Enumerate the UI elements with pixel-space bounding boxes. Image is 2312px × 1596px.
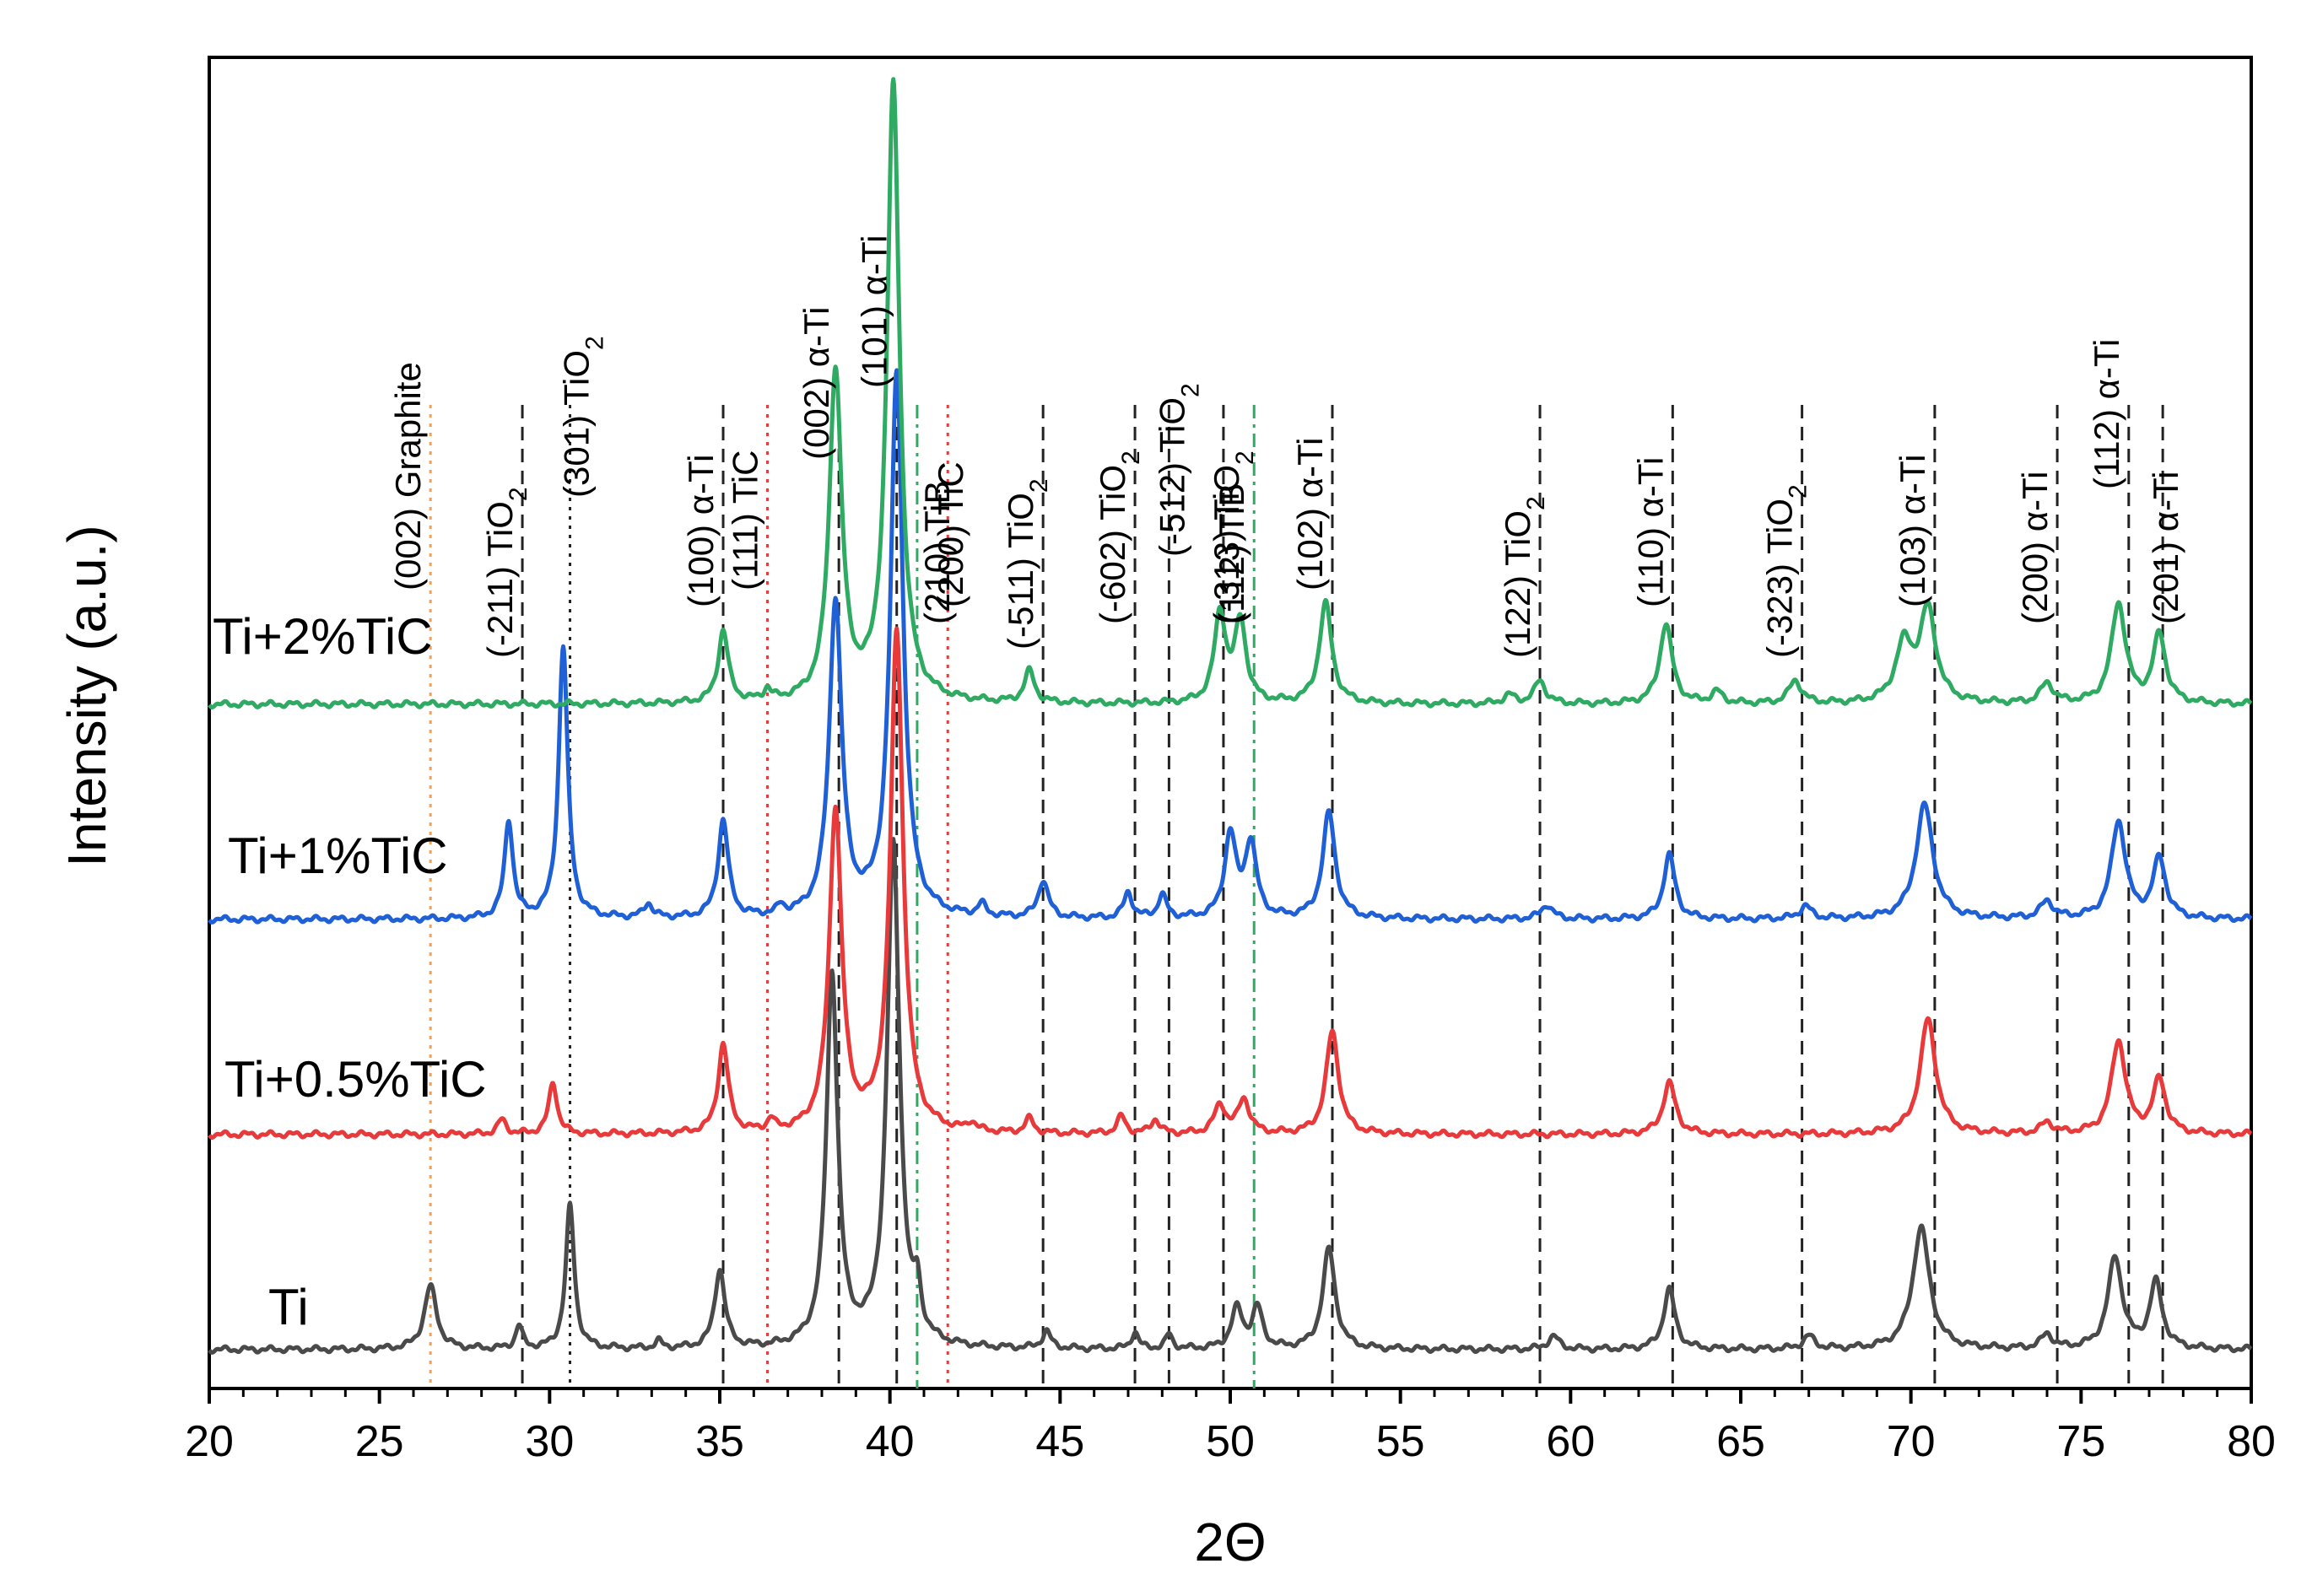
peak-label-512-tio: (-512) TiO2 — [1152, 383, 1204, 557]
plot-frame — [208, 56, 2253, 1390]
peak-label-122-tio: (122) TiO2 — [1498, 496, 1550, 658]
x-tick-label: 60 — [1546, 1417, 1595, 1466]
x-tick-label: 65 — [1716, 1417, 1765, 1466]
peak-label-200-tic: (200) TiC — [931, 461, 970, 607]
series-line-ti — [208, 837, 2253, 1355]
x-axis: 20 25 30 35 40 45 50 55 60 65 70 75 80 — [185, 1388, 2276, 1466]
peak-label-subscript: 2 — [1522, 496, 1550, 510]
series-labels: Ti Ti+0.5%TiC Ti+1%TiC Ti+2%TiC — [213, 608, 487, 1335]
reference-lines — [429, 405, 2164, 1388]
peak-label-002-ti: (002) α-Ti — [797, 307, 836, 460]
peak-label-200-ti: (200) α-Ti — [2015, 472, 2055, 624]
peak-label-301-tio: (301) TiO2 — [557, 336, 609, 498]
x-tick-label: 75 — [2056, 1417, 2105, 1466]
x-axis-title: 2Θ — [1194, 1512, 1266, 1572]
series-label-ti-0-5-tic: Ti+0.5%TiC — [224, 1051, 487, 1108]
x-tick-label: 20 — [185, 1417, 234, 1466]
peak-label-subscript: 2 — [505, 487, 532, 501]
x-tick-label: 30 — [525, 1417, 574, 1466]
peak-label-subscript: 2 — [1784, 484, 1812, 499]
peak-label-112-ti: (112) α-Ti — [2087, 339, 2126, 489]
series-line-ti-1-tic — [208, 368, 2253, 925]
y-axis-title: Intensity (a.u.) — [57, 525, 117, 867]
peak-label-511-tio: (-511) TiO2 — [1001, 478, 1053, 650]
peak-label-112-tib: (112) TiB — [1212, 483, 1251, 624]
peak-label-111-tic: (111) TiC — [726, 450, 765, 590]
peak-label-210-tib: (210) TiB — [917, 481, 957, 624]
x-tick-label: 45 — [1035, 1417, 1084, 1466]
series-label-ti: Ti — [268, 1279, 309, 1335]
x-tick-label: 55 — [1376, 1417, 1425, 1466]
peak-label-323-tio: (-323) TiO2 — [1760, 484, 1812, 658]
x-tick-label: 70 — [1887, 1417, 1936, 1466]
series-label-ti-2-tic: Ti+2%TiC — [213, 608, 433, 665]
x-tick-label: 25 — [355, 1417, 404, 1466]
peak-label-subscript: 2 — [1230, 450, 1258, 465]
peak-label-100-ti: (100) α-Ti — [681, 455, 721, 607]
peak-label-102-ti: (102) α-Ti — [1290, 438, 1330, 590]
series-line-ti-2-tic — [208, 77, 2253, 709]
peak-label-103-ti: (103) α-Ti — [1893, 455, 1932, 607]
peak-label-subscript: 2 — [1176, 383, 1204, 397]
x-tick-label: 35 — [695, 1417, 744, 1466]
peak-label-201-ti: (201) α-Ti — [2146, 472, 2185, 624]
peak-label-subscript: 2 — [1117, 450, 1145, 465]
peak-label-subscript: 2 — [1025, 478, 1053, 493]
x-tick-label: 40 — [866, 1417, 915, 1466]
peak-label-subscript: 2 — [581, 336, 608, 350]
peak-label-110-ti: (110) α-Ti — [1630, 457, 1670, 607]
peak-label-211-tio: (-211) TiO2 — [480, 487, 532, 658]
x-tick-label: 50 — [1206, 1417, 1255, 1466]
series-line-ti-0-5-tic — [208, 626, 2253, 1140]
reference-labels: (002) Graphite (-211) TiO2 (301) TiO2 (100)… — [388, 235, 2185, 658]
peak-label-101-ti: (101) α-Ti — [855, 235, 894, 388]
series-label-ti-1-tic: Ti+1%TiC — [228, 828, 448, 884]
peak-label-002-graphite: (002) Graphite — [388, 362, 428, 590]
series-curves — [208, 77, 2253, 1355]
x-tick-label: 80 — [2227, 1417, 2276, 1466]
peak-label-602-tio: (-602) TiO2 — [1093, 450, 1145, 624]
